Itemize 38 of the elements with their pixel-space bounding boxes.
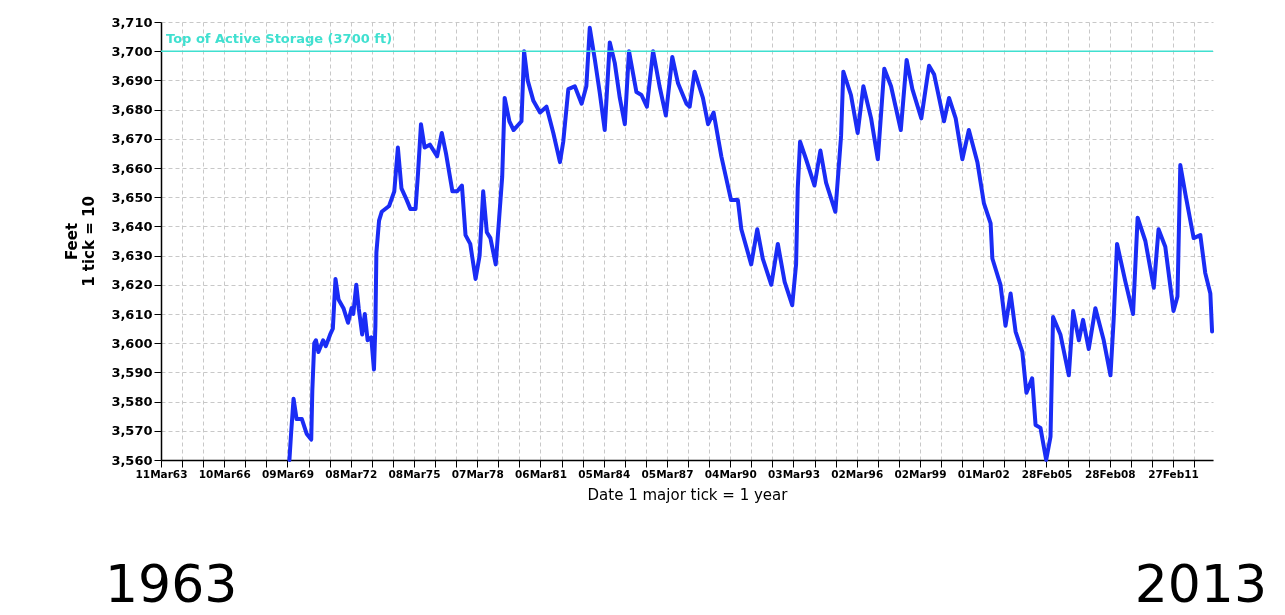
y-tick-label: 3,700 bbox=[111, 43, 153, 59]
y-tick-label: 3,590 bbox=[111, 364, 153, 380]
x-tick-label: 11Mar63 bbox=[135, 467, 188, 480]
x-tick-label: 02Mar96 bbox=[831, 467, 884, 480]
y-tick-label: 3,670 bbox=[111, 131, 153, 147]
x-tick-label: 27Feb11 bbox=[1148, 467, 1199, 480]
ref-line-label: Top of Active Storage (3700 ft) bbox=[166, 31, 393, 47]
x-tick-label: 05Mar87 bbox=[641, 467, 694, 480]
y-axis-title: Feet 1 tick = 10 bbox=[63, 196, 99, 287]
y-tick-label: 3,640 bbox=[111, 218, 153, 234]
y-tick-label: 3,680 bbox=[111, 102, 153, 118]
x-tick-label: 03Mar93 bbox=[768, 467, 820, 480]
x-tick-label: 09Mar69 bbox=[262, 467, 314, 480]
y-tick-label: 3,560 bbox=[111, 452, 153, 468]
y-tick-label: 3,690 bbox=[111, 72, 153, 88]
x-tick-label: 05Mar84 bbox=[578, 467, 631, 480]
x-tick-label: 06Mar81 bbox=[515, 467, 567, 480]
y-tick-label: 3,580 bbox=[111, 394, 153, 410]
x-tick-label: 08Mar75 bbox=[388, 467, 441, 480]
y-tick-label: 3,620 bbox=[111, 277, 153, 293]
y-tick-label: 3,630 bbox=[111, 248, 153, 264]
x-tick-label: 01Mar02 bbox=[957, 467, 1010, 480]
x-tick-label: 28Feb08 bbox=[1084, 467, 1136, 480]
y-tick-label: 3,570 bbox=[111, 423, 153, 439]
x-tick-label: 08Mar72 bbox=[325, 467, 378, 480]
y-tick-label: 3,610 bbox=[111, 306, 153, 322]
x-axis-title: Date 1 major tick = 1 year bbox=[587, 486, 789, 504]
y-tick-label: 3,660 bbox=[111, 160, 153, 176]
x-tick-label: 10Mar66 bbox=[198, 467, 251, 480]
x-tick-label: 04Mar90 bbox=[704, 467, 757, 480]
x-tick-label: 28Feb05 bbox=[1021, 467, 1073, 480]
y-tick-label: 3,650 bbox=[111, 189, 153, 205]
y-tick-label: 3,600 bbox=[111, 335, 153, 351]
x-tick-label: 02Mar99 bbox=[894, 467, 947, 480]
y-tick-label: 3,710 bbox=[111, 14, 153, 30]
text: 2013 bbox=[1134, 554, 1267, 614]
x-tick-label: 07Mar78 bbox=[451, 467, 504, 480]
text: 1963 bbox=[105, 554, 238, 614]
